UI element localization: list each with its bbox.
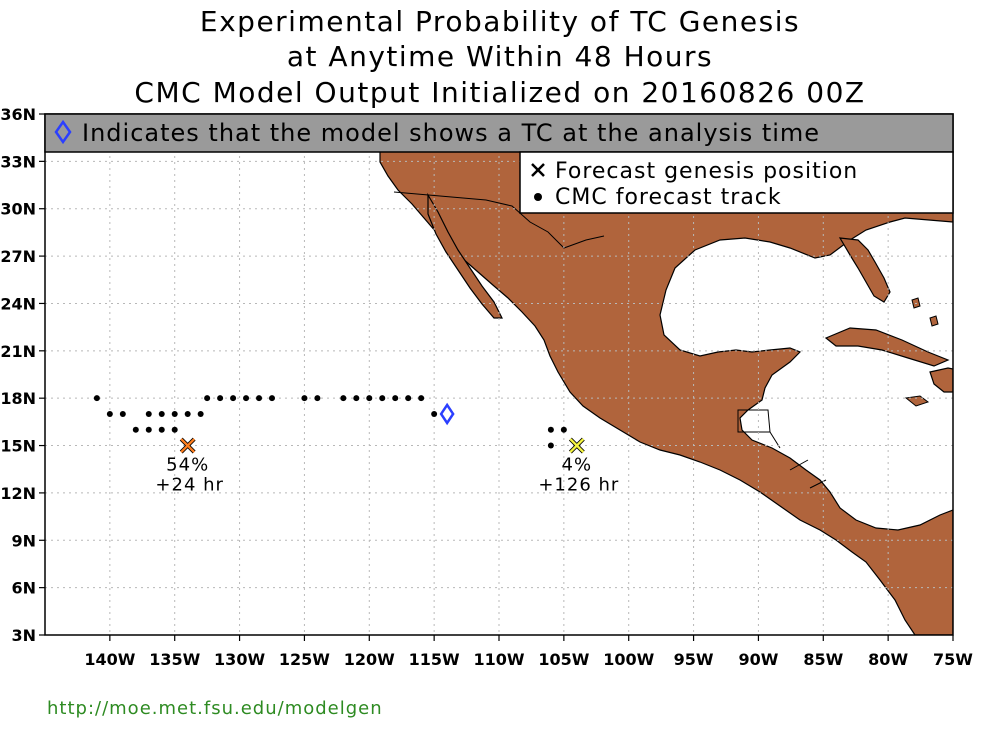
legend-label-track: CMC forecast track (555, 185, 782, 210)
diamond-icon (54, 119, 72, 145)
x-tick-label: 140W (84, 650, 135, 669)
track-point (340, 395, 347, 402)
track-point (353, 395, 360, 402)
y-tick-label: 15N (0, 437, 36, 456)
x-axis-labels: 140W 135W 130W 125W 120W 115W 110W 105W 100W 95W 9… (84, 635, 973, 669)
genesis-probability-label: 54% (166, 455, 209, 476)
y-tick-label: 21N (0, 342, 36, 361)
track-point (184, 410, 191, 417)
x-tick-label: 85W (803, 650, 843, 669)
note-text: Indicates that the model shows a TC at t… (82, 119, 820, 147)
genesis-lead-label: +126 hr (538, 475, 619, 496)
track-point (405, 395, 412, 402)
track-point (197, 410, 204, 417)
genesis-x-marker (568, 437, 585, 454)
y-tick-label: 30N (0, 200, 36, 219)
track-point (132, 426, 139, 433)
track-point (93, 395, 100, 402)
dot-icon (534, 193, 542, 201)
track-point (392, 395, 399, 402)
bahamas-landmass (911, 297, 939, 327)
y-tick-label: 12N (0, 484, 36, 503)
x-tick-label: 105W (538, 650, 589, 669)
track-point (547, 442, 554, 449)
track-point (243, 395, 250, 402)
y-axis-labels: 3N 6N 9N 12N 15N 18N 21N 24N 27N 30N 33N 36N (0, 105, 45, 645)
x-tick-label: 115W (409, 650, 460, 669)
x-tick-label: 90W (738, 650, 778, 669)
footer-url[interactable]: http://moe.met.fsu.edu/modelgen (47, 698, 383, 719)
land-masses (379, 149, 953, 635)
track-point (171, 426, 178, 433)
track-point (217, 395, 224, 402)
note-bar-background (44, 113, 954, 153)
mexico-central-america-landmass (379, 149, 953, 635)
y-tick-label: 6N (11, 579, 36, 598)
track-point (314, 395, 321, 402)
track-point (431, 410, 438, 417)
x-tick-label: 75W (933, 650, 973, 669)
forecast-track (93, 395, 567, 449)
track-point (366, 395, 373, 402)
track-point (145, 426, 152, 433)
track-point (158, 426, 165, 433)
track-point (379, 395, 386, 402)
us-mexico-border (393, 191, 605, 249)
track-point (204, 395, 211, 402)
track-point (119, 410, 126, 417)
track-point (547, 426, 554, 433)
y-tick-label: 36N (0, 105, 36, 124)
x-tick-label: 135W (149, 650, 200, 669)
y-tick-label: 27N (0, 247, 36, 266)
x-tick-label: 125W (279, 650, 330, 669)
genesis-labels: 54%+24 hr 4%+126 hr (155, 455, 619, 496)
title-line-1: Experimental Probability of TC Genesis (200, 5, 800, 38)
track-point (158, 410, 165, 417)
track-point (560, 426, 567, 433)
analysis-note-bar: Indicates that the model shows a TC at t… (44, 113, 954, 153)
y-tick-label: 9N (11, 531, 36, 550)
track-point (145, 410, 152, 417)
guatemala-border (737, 409, 771, 433)
analysis-tc-diamond (439, 402, 455, 426)
x-icon (531, 163, 545, 177)
legend-label-genesis: Forecast genesis position (555, 159, 858, 184)
track-point (106, 410, 113, 417)
florida-landmass (838, 237, 891, 303)
y-tick-label: 24N (0, 294, 36, 313)
hispaniola-landmass (929, 367, 953, 393)
genesis-markers (179, 437, 585, 454)
legend: Forecast genesis position CMC forecast t… (519, 151, 954, 214)
track-point (230, 395, 237, 402)
x-tick-label: 80W (868, 650, 908, 669)
x-tick-label: 95W (674, 650, 714, 669)
analysis-markers (439, 402, 455, 426)
y-tick-label: 18N (0, 389, 36, 408)
track-point (256, 395, 263, 402)
track-point (171, 410, 178, 417)
y-tick-label: 3N (11, 626, 36, 645)
x-tick-label: 130W (214, 650, 265, 669)
cuba-landmass (824, 327, 950, 367)
x-tick-label: 120W (344, 650, 395, 669)
track-point (269, 395, 275, 402)
genesis-lead-label: +24 hr (155, 475, 224, 496)
x-tick-label: 100W (603, 650, 654, 669)
title-line-2: at Anytime Within 48 Hours (287, 40, 713, 73)
x-tick-label: 110W (473, 650, 524, 669)
track-point (418, 395, 425, 402)
track-point (301, 395, 308, 402)
title-line-3: CMC Model Output Initialized on 20160826… (134, 76, 865, 109)
y-tick-label: 33N (0, 152, 36, 171)
genesis-probability-label: 4% (562, 455, 593, 476)
baja-california-landmass (427, 192, 503, 319)
genesis-x-marker (179, 437, 196, 454)
legend-box (519, 151, 954, 214)
